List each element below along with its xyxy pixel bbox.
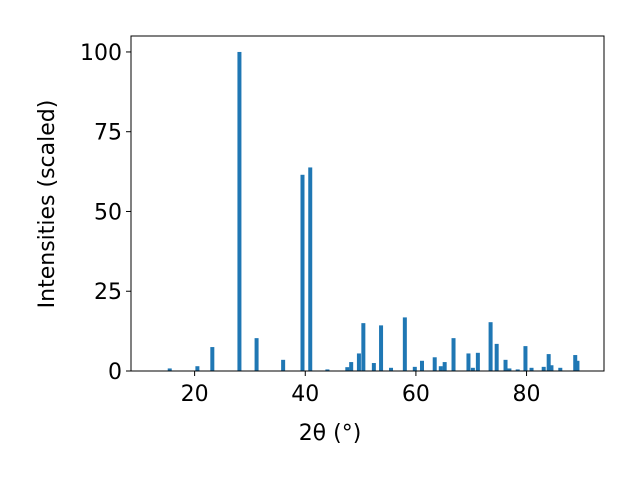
bar [451,338,456,371]
bar [515,369,520,371]
bar [466,353,471,371]
bar [167,368,172,371]
bar [361,323,366,371]
bar [494,343,499,371]
bar [300,174,305,371]
y-tick-label: 75 [94,121,122,146]
bar [308,167,313,371]
bar [507,368,512,371]
bar [575,360,580,371]
bar [254,338,259,371]
y-tick-label: 100 [80,41,122,66]
plot-frame [130,35,605,372]
bar [195,366,200,371]
bar [432,357,437,371]
bar [419,360,424,371]
x-axis-label: 2θ (°) [299,421,362,446]
bar [438,366,443,371]
bar [442,362,447,371]
y-tick-label: 25 [94,280,122,305]
bar [573,355,578,371]
bar [389,367,394,371]
bar [412,366,417,371]
bar [325,369,330,371]
x-tick-label: 60 [402,382,430,407]
bar [371,363,376,371]
bar [529,367,534,371]
y-tick-label: 50 [94,200,122,225]
x-tick-label: 20 [181,382,209,407]
bar [475,352,480,371]
bar [349,362,354,371]
bar [488,322,493,371]
bar [281,359,286,371]
bar [345,367,350,371]
bar [210,347,215,371]
bar [558,367,563,371]
bar [549,365,554,371]
x-tick-label: 40 [291,382,319,407]
bar [356,353,361,371]
bar [546,354,551,371]
bar [470,367,475,371]
bar [237,51,242,371]
bar [523,346,528,371]
bar [402,317,407,371]
x-tick-label: 80 [513,382,541,407]
bar [379,325,384,371]
y-tick-label: 0 [108,360,122,385]
bar [503,359,508,371]
y-axis-label: Intensities (scaled) [35,100,60,309]
bar [541,366,546,371]
